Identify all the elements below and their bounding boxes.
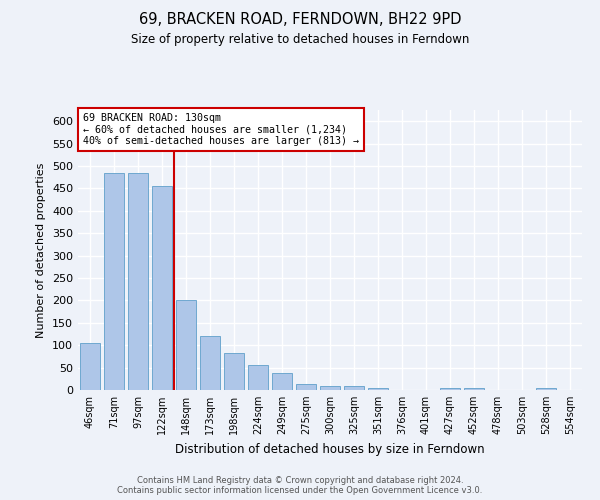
Bar [152, 186, 172, 390]
Bar [536, 388, 556, 390]
Bar [344, 386, 364, 390]
Text: Contains HM Land Registry data © Crown copyright and database right 2024.
Contai: Contains HM Land Registry data © Crown c… [118, 476, 482, 495]
Text: Size of property relative to detached houses in Ferndown: Size of property relative to detached ho… [131, 32, 469, 46]
Bar [176, 300, 196, 390]
Text: 69 BRACKEN ROAD: 130sqm
← 60% of detached houses are smaller (1,234)
40% of semi: 69 BRACKEN ROAD: 130sqm ← 60% of detache… [83, 113, 359, 146]
Bar [296, 384, 316, 390]
Bar [104, 172, 124, 390]
Bar [80, 343, 100, 390]
Bar [248, 366, 268, 390]
Y-axis label: Number of detached properties: Number of detached properties [37, 162, 46, 338]
Bar [368, 388, 388, 390]
Bar [464, 388, 484, 390]
Bar [200, 336, 220, 390]
Bar [224, 354, 244, 390]
Bar [320, 386, 340, 390]
Text: 69, BRACKEN ROAD, FERNDOWN, BH22 9PD: 69, BRACKEN ROAD, FERNDOWN, BH22 9PD [139, 12, 461, 28]
Bar [272, 373, 292, 390]
Bar [440, 388, 460, 390]
X-axis label: Distribution of detached houses by size in Ferndown: Distribution of detached houses by size … [175, 442, 485, 456]
Bar [128, 172, 148, 390]
